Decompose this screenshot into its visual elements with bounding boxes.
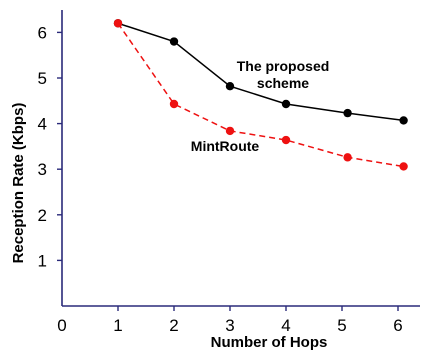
x-tick-label: 2 [169,316,178,335]
y-tick-label: 1 [38,251,47,270]
series-points [113,19,408,171]
chart-axes [61,10,420,307]
series-annotations: The proposed scheme MintRoute [191,58,330,154]
y-tick-label: 6 [38,23,47,42]
x-tick-label: 1 [113,316,122,335]
series-annotation-line: scheme [257,75,309,91]
y-tick-label: 2 [38,206,47,225]
data-point-the-proposed-scheme [225,82,235,91]
data-point-mintroute [399,162,408,171]
x-tick-label: 0 [57,316,66,335]
y-tick-label: 4 [38,115,47,134]
data-point-the-proposed-scheme [281,99,291,109]
x-ticks: 0 1 2 3 4 5 6 [57,306,403,335]
x-axis-label: Number of Hops [211,334,328,351]
y-tick-label: 3 [38,160,47,179]
series-line-mintroute [117,22,404,168]
data-point-the-proposed-scheme [169,37,179,46]
series-annotation-line: The proposed [237,58,330,74]
data-point-the-proposed-scheme [343,108,352,118]
y-tick-label: 5 [38,69,47,88]
series-lines [117,22,404,168]
x-tick-label: 3 [225,316,234,335]
series-annotation-the-proposed-scheme: The proposed scheme [237,58,330,91]
x-tick-label: 6 [393,316,402,335]
data-point-mintroute [169,99,179,109]
data-point-mintroute [281,135,291,145]
y-axis-label: Reception Rate (Kbps) [10,103,27,264]
data-point-mintroute [343,153,352,162]
y-ticks: 1 2 3 4 5 6 [38,23,62,270]
series-line-the-proposed-scheme [117,22,404,122]
data-point-the-proposed-scheme [399,116,408,125]
data-point-mintroute [113,19,123,28]
series-annotation-mintroute: MintRoute [191,138,260,154]
x-tick-label: 4 [281,316,290,335]
x-tick-label: 5 [337,316,346,335]
series-annotation-line: MintRoute [191,138,260,154]
data-point-mintroute [225,126,235,136]
